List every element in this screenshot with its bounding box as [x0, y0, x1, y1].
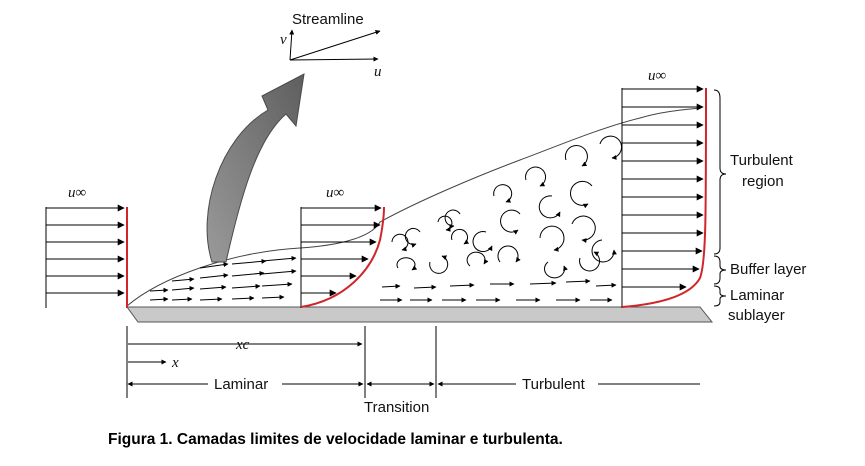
laminar-flow-arrows: [149, 255, 297, 302]
laminar-sublayer-label-1: Laminar: [730, 287, 784, 304]
free-stream-profile: u∞: [45, 185, 128, 308]
streamline-label: Streamline: [292, 11, 364, 28]
laminar-label: Laminar: [214, 376, 268, 393]
region-braces: [713, 89, 727, 307]
u-inf-label-2: u∞: [326, 185, 345, 201]
u-label: u: [374, 64, 382, 80]
magnify-arrow-icon: [206, 73, 305, 263]
turbulent-profile: u∞: [621, 68, 707, 308]
streamline-inset: Streamline v u: [280, 11, 382, 80]
flat-plate: [126, 306, 714, 323]
xc-label: xc: [235, 337, 250, 353]
near-wall-arrows: [380, 278, 617, 303]
boundary-layer-edge: [126, 107, 701, 307]
turbulent-region-label-2: region: [742, 173, 784, 190]
buffer-layer-label: Buffer layer: [730, 261, 806, 278]
laminar-profile: u∞: [300, 185, 385, 308]
turbulent-label: Turbulent: [522, 376, 586, 393]
turbulent-region-label-1: Turbulent: [730, 152, 794, 169]
figure-caption: Figura 1. Camadas limites de velocidade …: [108, 431, 563, 448]
x-label: x: [171, 355, 179, 371]
u-inf-label-3: u∞: [648, 68, 667, 84]
turbulent-eddies: [391, 135, 623, 279]
transition-label: Transition: [364, 399, 429, 416]
dimension-lines: [126, 326, 700, 398]
v-label: v: [280, 32, 287, 48]
laminar-sublayer-label-2: sublayer: [728, 307, 785, 324]
u-inf-label-1: u∞: [68, 185, 87, 201]
